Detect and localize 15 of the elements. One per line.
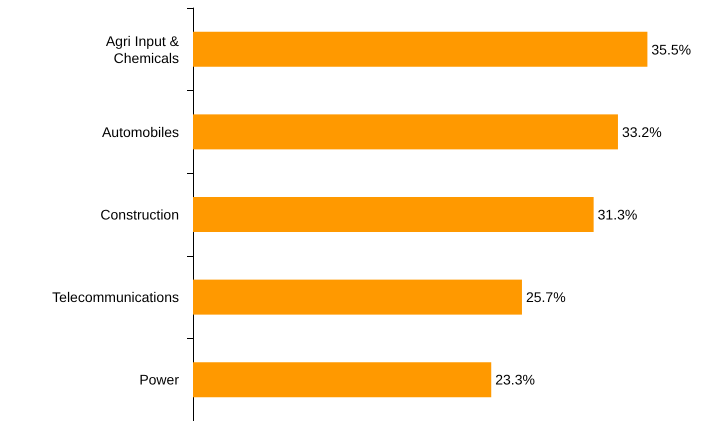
data-label: 33.2% (622, 124, 662, 140)
data-label: 35.5% (651, 41, 692, 58)
bar (193, 197, 594, 232)
y-tick-label: Power (139, 372, 180, 388)
y-tick-label: Construction (100, 206, 179, 222)
data-label: 23.3% (495, 372, 535, 388)
y-tick-label: Agri Input & Chemicals (106, 32, 180, 66)
bar (193, 32, 648, 67)
y-tick-label: Telecommunications (52, 289, 179, 306)
data-label: 25.7% (526, 289, 566, 306)
y-tick-label: Automobiles (102, 124, 179, 140)
bar (193, 280, 522, 315)
bar (193, 114, 618, 150)
data-label: 31.3% (598, 206, 638, 222)
bar (193, 362, 492, 398)
